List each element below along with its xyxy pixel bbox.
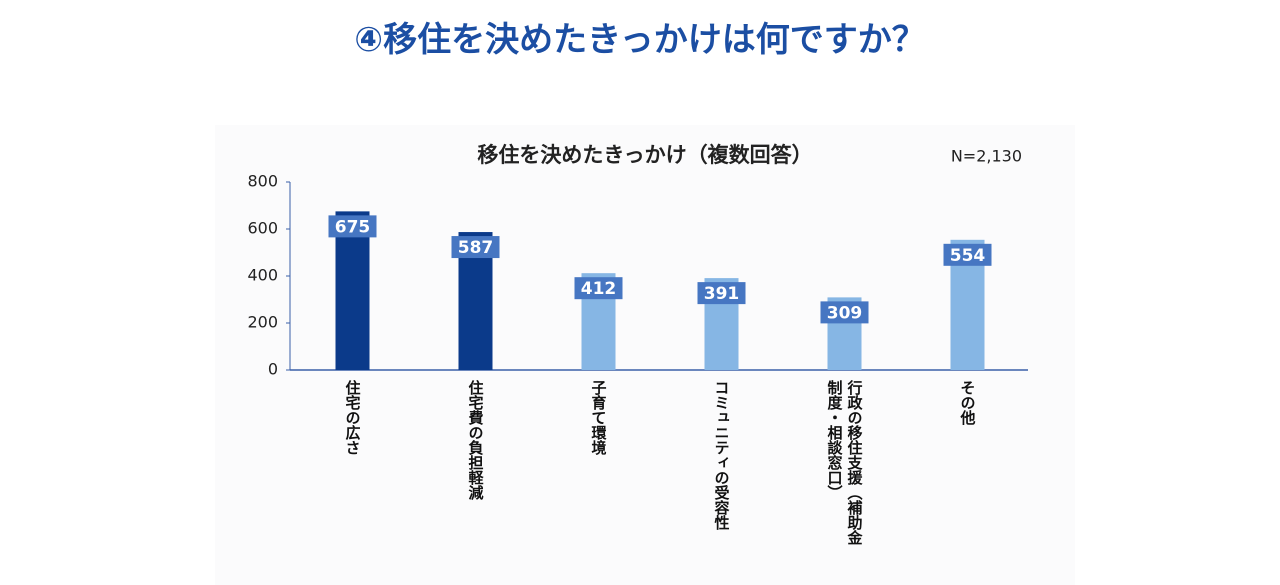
x-tick-label: 住宅費の負担軽減 (466, 380, 485, 500)
value-label: 587 (458, 238, 494, 258)
y-tick-label: 0 (268, 360, 278, 379)
x-tick-label: 子育て環境 (589, 380, 608, 455)
value-label: 554 (950, 246, 986, 266)
heading: ④移住を決めたきっかけは何ですか？ (354, 20, 926, 60)
bar (335, 211, 370, 370)
y-tick-label: 600 (247, 219, 278, 238)
value-label-box (697, 282, 746, 305)
value-label: 309 (827, 303, 863, 323)
x-tick-label: 行政の移住支援（補助金制度・相談窓口） (825, 380, 864, 545)
value-label: 412 (581, 279, 617, 299)
value-label-box (328, 215, 377, 238)
y-tick-label: 800 (247, 172, 278, 191)
x-tick-label: コミュニティの受容性 (712, 380, 731, 530)
chart-title: 移住を決めたきっかけ（複数回答） (477, 143, 812, 167)
x-tick-label: 住宅の広さ (343, 380, 362, 455)
y-tick-label: 200 (247, 313, 278, 332)
value-label-box (943, 243, 992, 266)
value-label-box (574, 277, 623, 300)
value-label-box (451, 236, 500, 259)
x-tick-label: その他 (958, 380, 977, 425)
value-label: 391 (704, 284, 740, 304)
sample-note: N=2,130 (951, 147, 1022, 166)
y-tick-label: 400 (247, 266, 278, 285)
value-label-box (820, 301, 869, 324)
value-label: 675 (335, 217, 371, 237)
